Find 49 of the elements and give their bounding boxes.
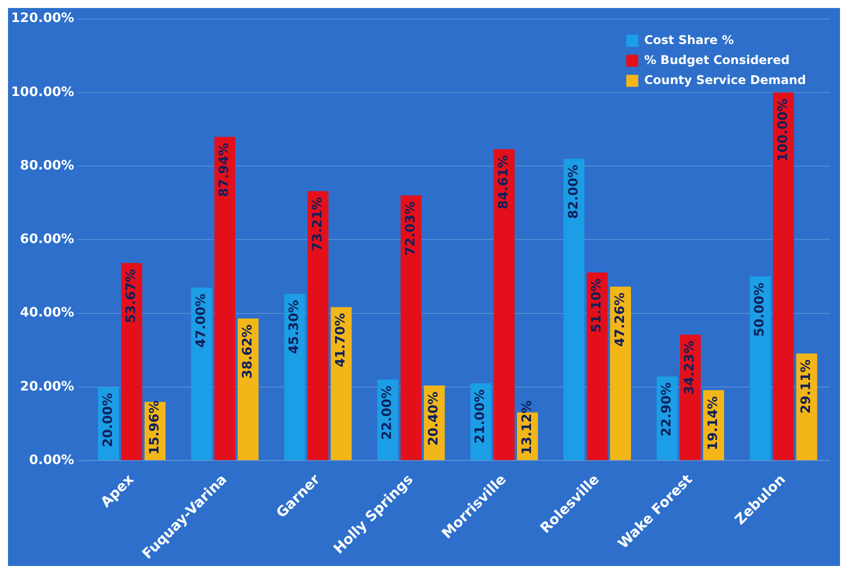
bar xyxy=(284,294,306,460)
data-label: 41.70% xyxy=(334,313,349,368)
bar xyxy=(214,136,236,460)
y-tick-label: 120.00% xyxy=(10,11,74,26)
data-label: 20.40% xyxy=(426,392,442,446)
bar xyxy=(330,307,352,460)
bar xyxy=(610,286,631,460)
y-tick-label: 0.00% xyxy=(29,453,74,468)
y-tick-label: 80.00% xyxy=(20,158,74,174)
bar xyxy=(680,334,701,460)
data-label: 21.00% xyxy=(473,389,488,444)
y-tick-label: 100.00% xyxy=(10,84,74,100)
bar xyxy=(564,158,584,460)
data-label: 20.00% xyxy=(100,393,116,448)
bar xyxy=(494,149,515,460)
data-label: 15.96% xyxy=(147,400,162,455)
y-tick-label: 20.00% xyxy=(20,379,74,394)
data-label: 47.00% xyxy=(194,294,209,348)
bar xyxy=(586,272,608,460)
bar xyxy=(307,191,328,460)
data-label: 73.21% xyxy=(310,197,326,252)
data-label: 72.03% xyxy=(403,201,418,256)
data-label: 22.00% xyxy=(380,386,396,440)
data-label: 82.00% xyxy=(566,164,582,219)
data-label: 38.62% xyxy=(240,324,256,379)
data-label: 87.94% xyxy=(217,142,232,197)
data-label: 53.67% xyxy=(124,269,140,324)
legend-label: Cost Share % xyxy=(644,32,734,47)
data-label: 19.14% xyxy=(706,396,721,450)
data-label: 100.00% xyxy=(776,98,791,162)
data-label: 51.10% xyxy=(590,278,605,333)
bar xyxy=(121,263,142,460)
y-tick-label: 60.00% xyxy=(20,232,74,248)
legend-label: % Budget Considered xyxy=(644,52,790,67)
bar xyxy=(238,318,259,460)
data-label: 84.61% xyxy=(496,155,512,210)
data-label: 13.12% xyxy=(520,400,535,455)
bar xyxy=(750,276,771,460)
bar xyxy=(191,288,212,460)
bar xyxy=(400,195,422,460)
legend-label: County Service Demand xyxy=(644,72,806,87)
data-label: 47.26% xyxy=(612,292,628,347)
data-label: 29.11% xyxy=(799,359,814,414)
data-label: 34.23% xyxy=(682,340,698,395)
bar xyxy=(772,92,794,460)
data-label: 50.00% xyxy=(752,282,768,337)
y-tick-label: 40.00% xyxy=(20,306,74,321)
data-label: 45.30% xyxy=(287,300,302,354)
data-label: 22.90% xyxy=(659,382,674,436)
